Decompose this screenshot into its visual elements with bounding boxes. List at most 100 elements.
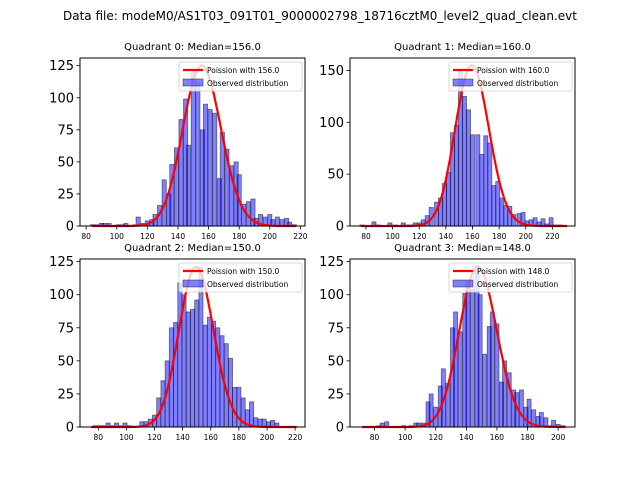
x-tick-label: 160: [490, 433, 505, 442]
histogram-bar: [185, 311, 191, 428]
x-tick-label: 220: [293, 232, 308, 241]
legend-box: [178, 61, 303, 92]
histogram-bar: [274, 216, 280, 227]
x-tick-label: 100: [119, 433, 134, 442]
y-tick-label: 75: [57, 123, 74, 138]
x-tick-label: 220: [545, 232, 560, 241]
x-tick-label: 120: [140, 232, 155, 241]
histogram-bar: [453, 311, 459, 428]
y-tick-label: 25: [327, 387, 344, 402]
histogram-bar: [466, 109, 471, 227]
x-tick-label: 100: [398, 433, 413, 442]
y-tick-label: 100: [49, 288, 74, 303]
histogram-bar: [489, 311, 495, 428]
legend: Poission with 156.0 Observed distribution: [178, 61, 303, 92]
x-tick-label: 120: [147, 433, 162, 442]
x-tick-label: 140: [175, 433, 190, 442]
histogram-bar: [465, 281, 471, 428]
figure-suptitle: Data file: modeM0/AS1T03_091T01_90000027…: [63, 9, 577, 23]
subplot-quadrant-3: Quadrant 3: Median=148.0 0 25 50 75 100 125 80 1…: [319, 243, 576, 442]
y-tick-label: 0: [66, 220, 74, 235]
legend-label-observed: Observed distribution: [477, 79, 558, 88]
x-tick-label: 100: [110, 232, 125, 241]
histogram-bar: [475, 134, 481, 227]
x-tick-label: 80: [81, 232, 91, 241]
legend-label-poisson: Poission with 148.0: [477, 267, 550, 276]
axes-frame: [349, 258, 576, 428]
histogram-bar: [462, 95, 467, 227]
x-tick-label: 140: [459, 433, 474, 442]
histogram-bar: [482, 353, 488, 428]
subplot-quadrant-1: Quadrant 1: Median=160.0 0 50 100 150 80 100 12…: [319, 42, 576, 241]
histogram-bar: [206, 316, 212, 428]
y-tick-label: 100: [319, 116, 344, 131]
x-tick-label: 180: [520, 433, 535, 442]
x-tick-label: 80: [370, 433, 380, 442]
legend-label-poisson: Poission with 160.0: [477, 66, 550, 75]
legend-bar-swatch: [452, 279, 474, 288]
y-tick-label: 50: [57, 354, 74, 369]
histogram-bar: [194, 299, 200, 428]
x-tick-label: 200: [263, 232, 278, 241]
histogram-bar: [457, 331, 463, 428]
legend-bar-swatch: [452, 78, 474, 87]
y-tick-label: 125: [49, 255, 74, 270]
x-tick-label: 120: [412, 232, 427, 241]
histogram-bar: [538, 412, 544, 428]
y-tick-label: 75: [57, 321, 74, 336]
subplot-title: Quadrant 3: Median=148.0: [394, 243, 531, 254]
histogram-bar: [487, 142, 493, 227]
histogram-bar: [207, 108, 213, 227]
y-tick-label: 0: [336, 220, 344, 235]
histogram-bar: [202, 324, 208, 428]
histogram-bar: [470, 134, 475, 227]
y-tick-label: 125: [49, 59, 74, 74]
legend-label-poisson: Poission with 156.0: [207, 66, 280, 75]
histogram-bar: [203, 103, 209, 227]
histogram-bar: [177, 282, 183, 428]
legend-box: [448, 262, 573, 293]
subplot-quadrant-2: Quadrant 2: Median=150.0 0 25 50 75 100 125 80 1…: [49, 243, 306, 442]
legend-label-observed: Observed distribution: [207, 280, 288, 289]
histogram-bar: [469, 289, 475, 428]
y-tick-label: 50: [57, 155, 74, 170]
axes-frame: [349, 57, 576, 227]
legend: Poission with 150.0 Observed distribution: [178, 262, 303, 293]
y-tick-label: 25: [57, 387, 74, 402]
axes-frame: [79, 57, 306, 227]
x-tick-label: 180: [232, 433, 247, 442]
histogram-bar: [190, 69, 196, 227]
histogram-bar: [186, 144, 192, 227]
x-tick-label: 80: [361, 232, 371, 241]
histogram-bar: [495, 181, 501, 227]
y-tick-label: 50: [327, 168, 344, 183]
x-tick-label: 80: [94, 433, 104, 442]
subplot-title: Quadrant 2: Median=150.0: [124, 243, 261, 254]
y-tick-label: 150: [319, 64, 344, 79]
histogram-bar: [454, 125, 459, 227]
x-tick-label: 160: [201, 232, 216, 241]
legend-label-poisson: Poission with 150.0: [207, 267, 280, 276]
legend-box: [178, 262, 303, 293]
histogram-bar: [479, 154, 485, 227]
x-tick-label: 200: [260, 433, 275, 442]
x-tick-label: 140: [171, 232, 186, 241]
x-tick-label: 180: [232, 232, 247, 241]
histogram-bar: [491, 185, 497, 227]
histogram-bar: [499, 197, 505, 227]
x-tick-label: 160: [204, 433, 219, 442]
x-tick-label: 200: [551, 433, 566, 442]
axes-frame: [79, 258, 306, 428]
y-tick-label: 25: [57, 187, 74, 202]
x-tick-label: 180: [492, 232, 507, 241]
histogram-bar: [477, 294, 483, 428]
legend-label-observed: Observed distribution: [477, 280, 558, 289]
histogram-bar: [227, 357, 233, 428]
histogram-bar: [446, 171, 451, 227]
y-tick-label: 0: [66, 421, 74, 436]
x-tick-label: 200: [519, 232, 534, 241]
x-tick-label: 120: [429, 433, 444, 442]
subplot-quadrant-0: Quadrant 0: Median=156.0 0 25 50 75 100 125 80 1…: [49, 42, 308, 241]
histogram-bar: [195, 81, 201, 227]
